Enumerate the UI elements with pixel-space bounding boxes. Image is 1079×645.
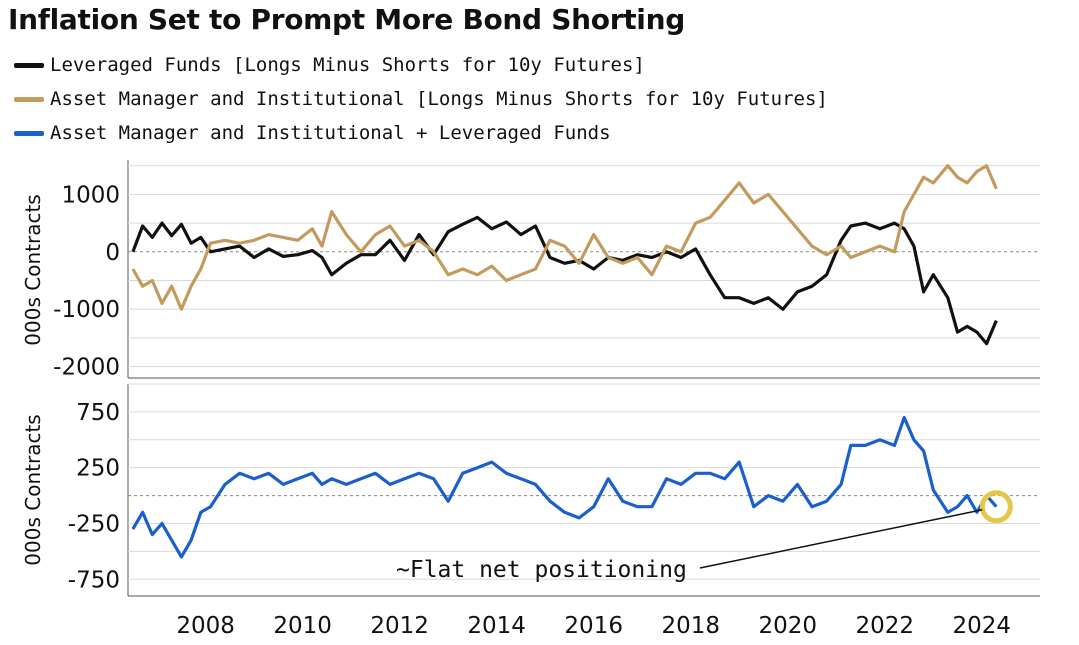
y-tick-label: -1000	[53, 297, 120, 323]
legend-label-leveraged-funds: Leveraged Funds [Longs Minus Shorts for …	[50, 54, 645, 76]
y-tick-label: 250	[76, 456, 120, 482]
panel-bottom: 750 250 -250 -750 000s Contracts	[21, 383, 1040, 597]
x-tick-label: 2014	[467, 613, 526, 639]
series-line-top-0	[131, 215, 998, 346]
legend-item-combined: Asset Manager and Institutional + Levera…	[14, 116, 828, 150]
annotation-text: ~Flat net positioning	[396, 557, 687, 583]
legend: Leveraged Funds [Longs Minus Shorts for …	[14, 48, 828, 150]
y-tick-label: -2000	[53, 355, 120, 381]
series-line-top-1	[131, 164, 998, 311]
annotation-pointer-line	[699, 509, 983, 569]
legend-item-asset-manager: Asset Manager and Institutional [Longs M…	[14, 82, 828, 116]
legend-swatch-combined	[14, 130, 44, 136]
x-tick-label: 2012	[370, 613, 429, 639]
x-tick-label: 2008	[176, 613, 235, 639]
y-axis-label-top: 000s Contracts	[21, 194, 45, 345]
chart-title: Inflation Set to Prompt More Bond Shorti…	[8, 3, 685, 36]
panel-top: 1000 0 -1000 -2000 000s Contracts	[21, 160, 1040, 381]
x-tick-label: 2018	[661, 613, 720, 639]
annotation-highlight-circle	[979, 490, 1013, 524]
legend-item-leveraged-funds: Leveraged Funds [Longs Minus Shorts for …	[14, 48, 828, 82]
series-line-bottom-0	[131, 415, 998, 559]
y-tick-label: -250	[68, 511, 120, 537]
x-tick-label: 2020	[758, 613, 817, 639]
x-tick-label: 2010	[273, 613, 332, 639]
y-tick-label: 0	[105, 240, 120, 266]
x-tick-label: 2022	[855, 613, 914, 639]
x-tick-label: 2016	[564, 613, 623, 639]
y-axis-label-bottom: 000s Contracts	[21, 414, 45, 565]
legend-swatch-asset-manager	[14, 96, 44, 102]
y-tick-label: 1000	[61, 182, 120, 208]
x-tick-label: 2024	[953, 613, 1012, 639]
legend-label-combined: Asset Manager and Institutional + Levera…	[50, 122, 611, 144]
y-tick-label: 750	[76, 400, 120, 426]
legend-swatch-leveraged-funds	[14, 62, 44, 68]
legend-label-asset-manager: Asset Manager and Institutional [Longs M…	[50, 88, 828, 110]
y-tick-label: -750	[68, 567, 120, 593]
